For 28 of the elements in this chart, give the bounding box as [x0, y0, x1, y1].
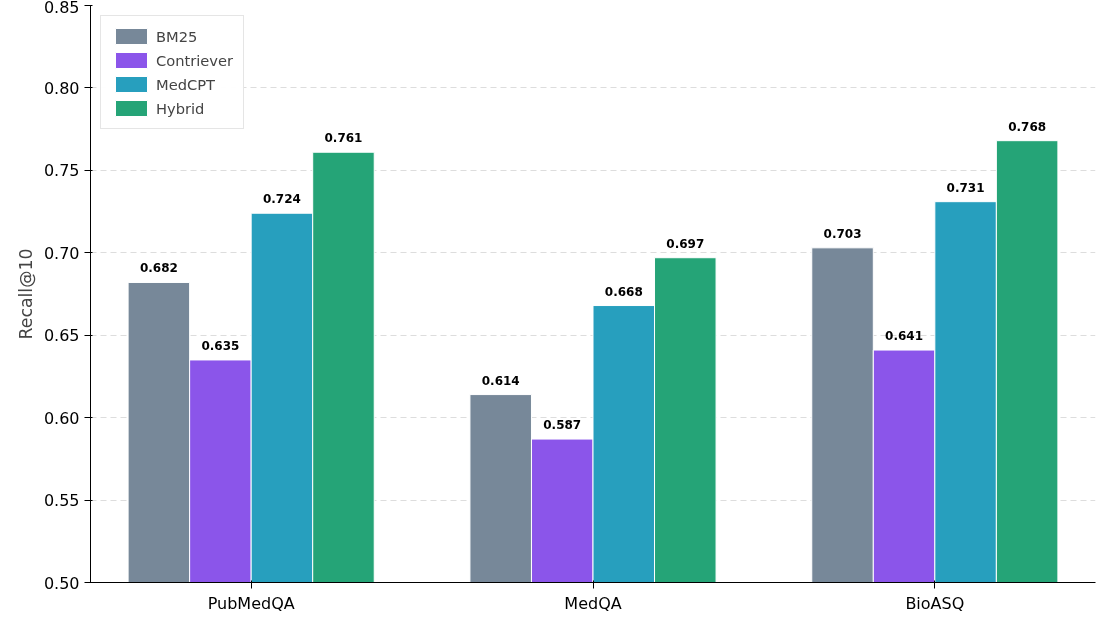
y-tick-label: 0.80	[43, 78, 80, 98]
data-label: 0.731	[946, 180, 985, 195]
data-label: 0.768	[1008, 119, 1047, 134]
data-label: 0.614	[481, 373, 520, 388]
y-tick-label: 0.70	[43, 243, 80, 263]
data-label: 0.587	[543, 418, 582, 433]
data-label: 0.697	[666, 236, 705, 251]
data-label: 0.682	[139, 261, 178, 276]
x-tick-label: BioASQ	[905, 593, 965, 613]
data-label: 0.641	[885, 329, 924, 344]
x-tick-label: PubMedQA	[207, 593, 295, 613]
legend-label: Hybrid	[156, 99, 205, 117]
data-label: 0.703	[823, 226, 862, 241]
y-tick-label: 0.85	[43, 0, 80, 17]
data-label: 0.668	[604, 284, 643, 299]
y-axis-title: Recall@10	[15, 248, 36, 340]
x-tick-label: MedQA	[564, 593, 622, 613]
data-label: 0.724	[262, 192, 301, 207]
data-label: 0.635	[201, 338, 240, 353]
y-tick-label: 0.65	[43, 326, 80, 346]
legend-label: Contriever	[156, 51, 234, 69]
legend-label: BM25	[156, 27, 198, 45]
y-tick-label: 0.55	[43, 491, 80, 511]
data-label: 0.761	[324, 131, 363, 146]
y-tick-label: 0.60	[43, 408, 80, 428]
y-tick-label: 0.50	[43, 573, 80, 593]
y-tick-label: 0.75	[43, 161, 80, 181]
legend-label: MedCPT	[156, 75, 215, 93]
